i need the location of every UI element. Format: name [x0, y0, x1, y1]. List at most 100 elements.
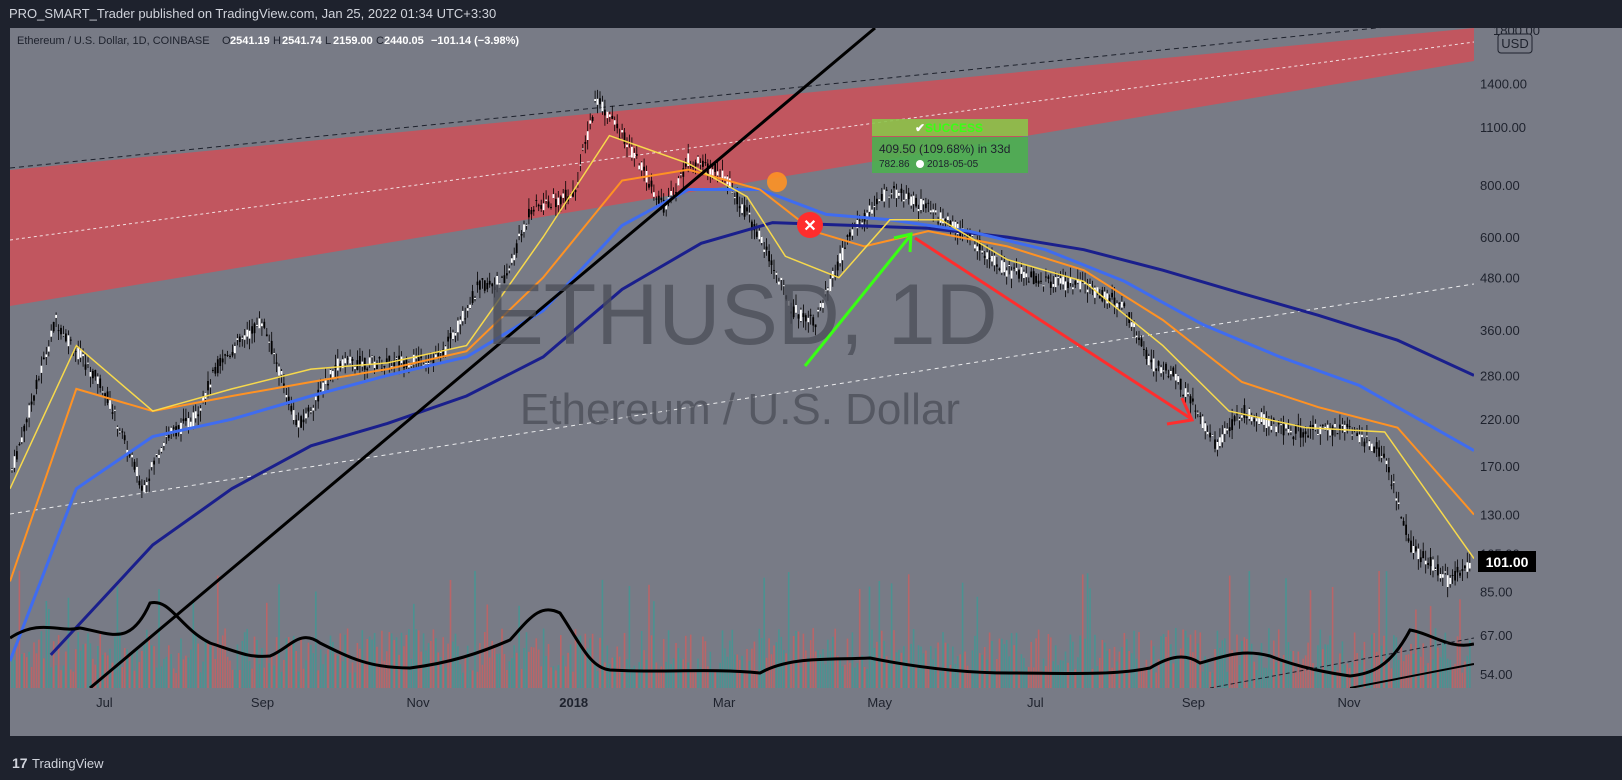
- volume-bar: [1157, 659, 1160, 688]
- volume-bar: [1054, 645, 1057, 688]
- candle-body: [770, 260, 773, 265]
- candle-body: [844, 247, 846, 249]
- down-arrow-head[interactable]: [1166, 397, 1195, 426]
- candle-body: [920, 198, 922, 210]
- candle-body: [1373, 446, 1376, 453]
- channel-top-dashed-line[interactable]: [10, 28, 1474, 169]
- uptrend-line[interactable]: [89, 28, 876, 688]
- candle-body: [1199, 415, 1202, 417]
- candle-body: [515, 243, 518, 254]
- volume-bar: [479, 643, 481, 688]
- candle-body: [278, 366, 280, 376]
- volume-bar: [589, 638, 591, 688]
- candle-body: [559, 196, 562, 205]
- volume-bar: [381, 630, 383, 688]
- volume-bar: [153, 646, 155, 688]
- volume-bar: [655, 662, 658, 688]
- volume-bar: [535, 638, 538, 688]
- ema-long-line[interactable]: [49, 221, 1474, 656]
- volume-bar: [832, 636, 834, 688]
- orange-signal-marker[interactable]: [767, 172, 787, 192]
- volume-bar: [743, 672, 746, 688]
- candle-body: [214, 367, 217, 374]
- candle-body: [251, 326, 253, 334]
- candle-body: [432, 358, 435, 364]
- volume-bar: [520, 669, 523, 688]
- oscillator-line[interactable]: [10, 601, 1474, 678]
- volume-bar: [79, 650, 82, 688]
- volume-bar: [572, 671, 574, 688]
- volume-bar: [1086, 573, 1089, 688]
- price-axis[interactable]: 1800.00 USD 1400.001100.00800.00600.0048…: [1478, 23, 1540, 682]
- watermark-ticker: ETHUSD, 1D: [486, 267, 997, 363]
- oscillator-trend-dashed-line[interactable]: [1209, 637, 1474, 688]
- up-arrow[interactable]: [803, 235, 912, 367]
- volume-bar: [1456, 636, 1459, 688]
- candle-body: [584, 142, 587, 144]
- volume-bar: [1067, 662, 1069, 688]
- resistance-zone[interactable]: [10, 28, 1474, 306]
- candle-body: [65, 333, 67, 342]
- candle-body: [307, 407, 310, 412]
- volume-bar: [55, 665, 57, 688]
- volume-bar: [1309, 590, 1312, 688]
- support-dashed-line[interactable]: [10, 283, 1474, 515]
- candle-body: [194, 411, 197, 419]
- oscillator-trend-line[interactable]: [1349, 663, 1474, 688]
- candle-body: [96, 376, 99, 384]
- candle-body: [643, 166, 645, 171]
- legend-symbol: Ethereum / U.S. Dollar, 1D, COINBASE: [17, 35, 210, 47]
- currency-badge[interactable]: [1497, 33, 1533, 54]
- volume-bar: [623, 633, 626, 688]
- volume-bar: [359, 648, 361, 688]
- candle-body: [1179, 378, 1182, 390]
- candle-body: [261, 323, 263, 327]
- price-chart[interactable]: ETHUSD, 1D Ethereum / U.S. Dollar ✕ ✔ SU…: [10, 23, 1622, 736]
- price-tick-label: 280.00: [1480, 368, 1520, 383]
- candle-body: [912, 195, 915, 205]
- trade-result-box[interactable]: [872, 137, 1028, 173]
- time-tick-label: Mar: [713, 695, 736, 710]
- ema-fast-line[interactable]: [10, 134, 1474, 560]
- volume-bar: [707, 666, 709, 688]
- candle-body: [385, 358, 388, 362]
- candle-body: [1358, 434, 1361, 443]
- volume-bar: [1270, 669, 1273, 688]
- candle-body: [775, 272, 778, 275]
- ema-mid-line[interactable]: [10, 168, 1474, 582]
- candle-body: [155, 454, 158, 455]
- chart-area[interactable]: ETHUSD, 1D Ethereum / U.S. Dollar ✕ ✔ SU…: [10, 23, 1622, 736]
- time-axis[interactable]: Jul Sep Nov 2018 Mar May Jul Sep Nov: [96, 695, 1361, 710]
- volume-bar: [1373, 633, 1375, 688]
- ema-slow-line[interactable]: [10, 188, 1474, 662]
- candle-body: [359, 356, 361, 365]
- volume-bar: [1407, 654, 1410, 688]
- candle-body: [1253, 418, 1256, 422]
- candle-body: [498, 283, 501, 288]
- tradingview-logo-icon[interactable]: 17: [12, 755, 28, 771]
- footer-brand[interactable]: TradingView: [32, 756, 104, 771]
- volume-bar: [197, 643, 199, 688]
- volume-bar: [307, 642, 310, 688]
- red-signal-marker[interactable]: [797, 212, 823, 238]
- candle-body: [746, 207, 748, 212]
- candle-body: [552, 194, 555, 199]
- volume-bar: [665, 661, 667, 688]
- volume-bar: [628, 586, 631, 688]
- candle-body: [545, 199, 547, 201]
- red-signal-x-icon: ✕: [803, 218, 816, 235]
- candle-body: [474, 298, 476, 299]
- candle-body: [241, 337, 244, 339]
- volume-bar: [812, 628, 814, 688]
- candle-body: [1314, 423, 1317, 430]
- candle-body: [42, 357, 45, 360]
- up-arrow-head[interactable]: [893, 232, 913, 253]
- down-arrow[interactable]: [914, 236, 1191, 420]
- candle-body: [978, 239, 981, 251]
- volume-bar: [390, 633, 393, 688]
- candle-body: [189, 421, 192, 427]
- success-label[interactable]: [872, 119, 1028, 136]
- volume-bar: [121, 667, 124, 688]
- volume-bar: [1326, 644, 1329, 688]
- candle-body: [30, 401, 33, 405]
